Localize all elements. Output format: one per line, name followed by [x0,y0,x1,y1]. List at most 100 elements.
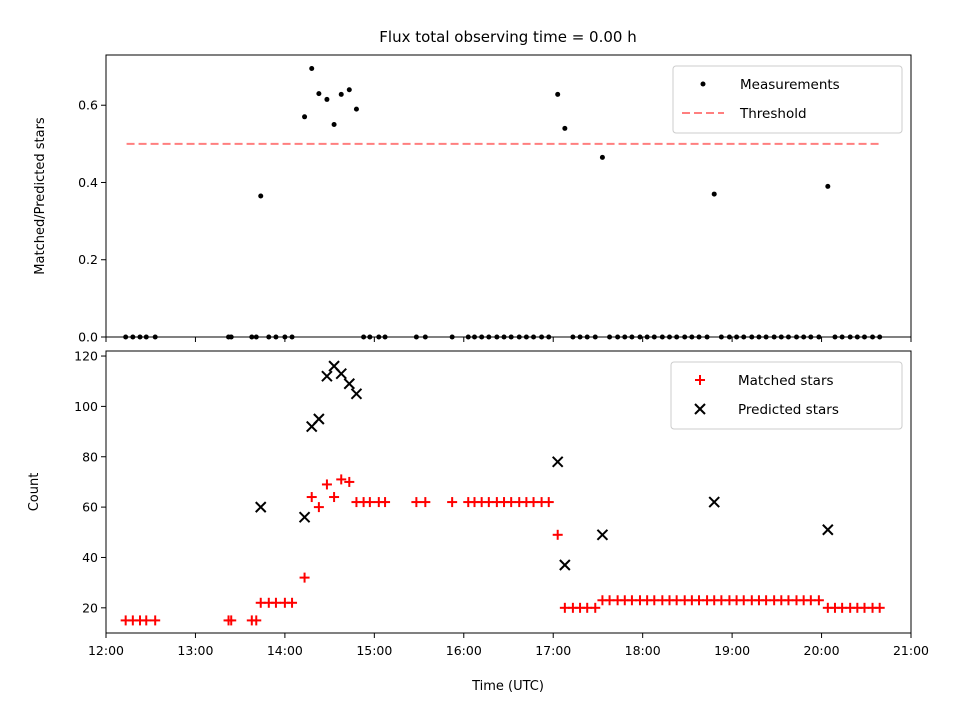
top-y-axis-label: Matched/Predicted stars [33,117,48,275]
bottom-x-tick-label: 21:00 [893,643,929,658]
measurement-point [562,125,568,131]
predicted-star-point [559,559,571,571]
predicted-star-point [321,370,333,382]
bottom-y-tick-label: 80 [82,449,98,464]
legend-predicted-marker [694,403,706,415]
predicted-star-stroke-b [328,360,340,372]
top-y-tick-label: 0.2 [78,252,98,267]
measurement-point [302,114,308,120]
x-axis-label: Time (UTC) [471,679,544,694]
matched-star-point [411,497,422,508]
matched-star-point [287,597,298,608]
matched-star-point [344,476,355,487]
bottom-panel: 20 40 60 80 100 120 12:00 13:00 14:00 15:00 16:00… [27,349,929,694]
measurement-point [309,66,315,72]
legend-threshold-label: Threshold [739,106,807,122]
matched-star-point [306,492,317,503]
bottom-y-tick-label: 100 [74,399,98,414]
matched-star-point [336,474,347,485]
matched-star-point [226,615,237,626]
measurement-point [599,154,605,160]
bottom-x-tick-label: 13:00 [177,643,213,658]
predicted-stars-points [255,360,834,571]
bottom-x-tick-label: 14:00 [267,643,303,658]
bottom-x-ticks: 12:00 13:00 14:00 15:00 16:00 17:00 18:00 19:00… [88,633,929,658]
bottom-x-tick-label: 20:00 [804,643,840,658]
legend-matched-marker [695,375,705,385]
bottom-y-tick-label: 120 [74,349,98,364]
bottom-x-tick-label: 19:00 [714,643,750,658]
bottom-x-tick-label: 17:00 [535,643,571,658]
measurement-point [555,91,561,97]
predicted-star-stroke-b [822,524,834,536]
bottom-y-tick-label: 40 [82,550,98,565]
predicted-star-stroke-b [596,529,609,541]
predicted-star-stroke-b [559,559,571,571]
matched-star-point [552,529,563,540]
matched-star-point [313,502,324,513]
matched-star-point [813,595,824,606]
bottom-y-ticks: 20 40 60 80 100 120 [74,349,106,615]
bottom-x-tick-label: 18:00 [625,643,661,658]
bottom-plot-frame [105,350,912,634]
predicted-star-stroke-b [708,496,720,508]
legend-measurements-marker [700,81,706,87]
top-plot-frame [105,54,912,338]
predicted-star-stroke-b [313,413,325,425]
predicted-star-point [708,496,720,508]
top-y-tick-label: 0.4 [78,175,98,190]
top-legend: Measurements Threshold [672,65,903,134]
predicted-star-stroke-b [551,456,564,468]
predicted-star-stroke-b [255,501,267,513]
matched-star-point [447,497,458,508]
matched-star-point [543,497,554,508]
predicted-star-point [350,388,363,400]
legend-matched-label: Matched stars [738,373,834,389]
measurement-point [338,91,344,97]
matched-stars-points [120,474,885,626]
bottom-y-tick-label: 20 [82,600,98,615]
predicted-star-point [335,367,347,380]
top-y-tick-label: 0.6 [78,98,98,113]
matched-star-point [364,497,375,508]
matched-star-point [270,597,281,608]
measurement-point [711,191,717,197]
bottom-x-tick-label: 15:00 [356,643,392,658]
predicted-star-point [313,413,325,425]
predicted-star-stroke-b [298,511,311,523]
top-panel: 0.0 0.2 0.4 0.6 Matched/Predicted stars Mea… [33,54,912,345]
bottom-legend-box [670,361,903,430]
predicted-star-point [596,529,609,541]
matched-star-point [299,572,310,583]
bottom-x-tick-label: 16:00 [446,643,482,658]
matched-star-point [251,615,262,626]
top-y-tick-label: 0.0 [78,330,98,345]
bottom-x-tick-label: 12:00 [88,643,124,658]
matched-star-point [329,492,340,503]
matched-star-point [321,479,332,490]
measurement-point [324,96,330,102]
matched-star-point [150,615,161,626]
predicted-star-point [255,501,267,513]
bottom-legend: Matched stars Predicted stars [670,361,903,430]
measurement-point [258,193,264,199]
measurement-point [825,183,831,189]
measurement-point [316,91,322,97]
matched-star-point [141,615,152,626]
bottom-y-tick-label: 60 [82,500,98,515]
legend-predicted-label: Predicted stars [738,402,839,418]
chart-title: Flux total observing time = 0.00 h [379,28,636,46]
top-legend-box [672,65,903,134]
legend-measurements-label: Measurements [740,77,840,93]
matched-star-point [420,497,431,508]
bottom-y-axis-label: Count [27,473,42,512]
predicted-star-stroke-b [343,378,355,390]
matched-star-point [590,602,601,613]
measurement-point [353,106,359,112]
predicted-star-stroke-b [335,367,347,380]
top-x-ticks [105,337,912,342]
predicted-star-stroke-b [350,388,363,400]
matched-star-point [380,497,391,508]
predicted-star-point [298,511,311,523]
predicted-star-point [551,456,564,468]
